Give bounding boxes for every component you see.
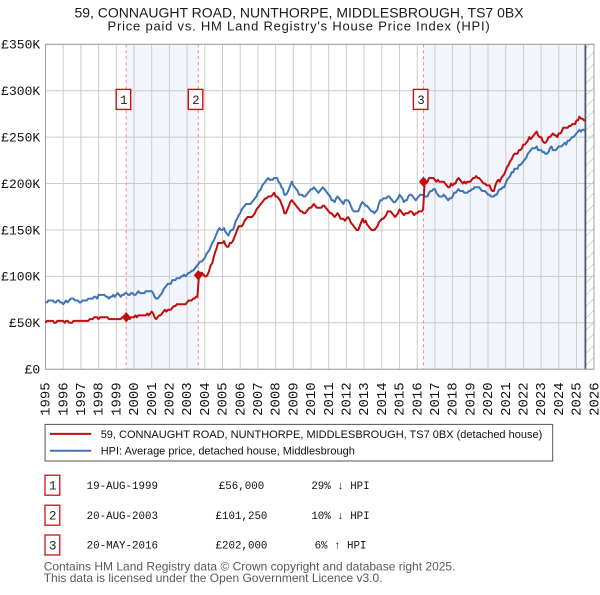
svg-text:1: 1 bbox=[49, 480, 57, 494]
svg-text:2026: 2026 bbox=[587, 382, 600, 416]
svg-text:£56,000: £56,000 bbox=[219, 481, 264, 493]
svg-text:£300K: £300K bbox=[1, 84, 40, 99]
svg-text:2: 2 bbox=[49, 510, 57, 524]
svg-text:6% ↑ HPI: 6% ↑ HPI bbox=[315, 541, 367, 553]
svg-text:2000: 2000 bbox=[127, 382, 143, 416]
svg-text:£150K: £150K bbox=[1, 223, 40, 238]
svg-text:2015: 2015 bbox=[393, 382, 409, 416]
svg-text:2022: 2022 bbox=[517, 382, 533, 416]
svg-text:2018: 2018 bbox=[446, 382, 462, 416]
svg-text:1996: 1996 bbox=[56, 382, 72, 416]
svg-text:£200K: £200K bbox=[1, 177, 40, 192]
svg-text:2020: 2020 bbox=[481, 382, 497, 416]
svg-text:2: 2 bbox=[192, 94, 200, 108]
svg-text:2017: 2017 bbox=[428, 382, 444, 416]
svg-text:1998: 1998 bbox=[92, 382, 108, 416]
svg-text:3: 3 bbox=[49, 540, 57, 554]
svg-text:2013: 2013 bbox=[357, 382, 373, 416]
svg-text:20-AUG-2003: 20-AUG-2003 bbox=[87, 511, 158, 523]
svg-text:20-MAY-2016: 20-MAY-2016 bbox=[87, 541, 158, 553]
svg-text:1999: 1999 bbox=[109, 382, 125, 416]
svg-text:2001: 2001 bbox=[145, 382, 161, 416]
svg-text:£100K: £100K bbox=[1, 270, 40, 285]
svg-text:Price paid vs. HM Land Registr: Price paid vs. HM Land Registry's House … bbox=[108, 19, 491, 34]
svg-text:Contains HM Land Registry data: Contains HM Land Registry data © Crown c… bbox=[44, 560, 456, 574]
svg-text:2007: 2007 bbox=[251, 382, 267, 416]
svg-text:2003: 2003 bbox=[180, 382, 196, 416]
svg-text:£202,000: £202,000 bbox=[216, 541, 268, 553]
svg-text:59, CONNAUGHT ROAD, NUNTHORPE,: 59, CONNAUGHT ROAD, NUNTHORPE, MIDDLESBR… bbox=[74, 5, 524, 21]
svg-text:2008: 2008 bbox=[269, 382, 285, 416]
svg-text:10% ↓ HPI: 10% ↓ HPI bbox=[311, 511, 369, 523]
svg-text:29% ↓ HPI: 29% ↓ HPI bbox=[311, 481, 369, 493]
svg-text:HPI: Average price, detached h: HPI: Average price, detached house, Midd… bbox=[101, 446, 355, 458]
svg-text:2010: 2010 bbox=[304, 382, 320, 416]
svg-text:2009: 2009 bbox=[286, 382, 302, 416]
svg-text:59, CONNAUGHT ROAD, NUNTHORPE,: 59, CONNAUGHT ROAD, NUNTHORPE, MIDDLESBR… bbox=[101, 429, 543, 441]
svg-text:19-AUG-1999: 19-AUG-1999 bbox=[87, 481, 158, 493]
svg-text:2019: 2019 bbox=[463, 382, 479, 416]
svg-text:2012: 2012 bbox=[340, 382, 356, 416]
svg-text:2024: 2024 bbox=[552, 382, 568, 416]
svg-text:2011: 2011 bbox=[322, 382, 338, 416]
svg-text:£101,250: £101,250 bbox=[216, 511, 268, 523]
svg-text:2021: 2021 bbox=[499, 382, 515, 416]
svg-text:2006: 2006 bbox=[233, 382, 249, 416]
svg-text:2002: 2002 bbox=[163, 382, 179, 416]
svg-text:2005: 2005 bbox=[216, 382, 232, 416]
svg-text:2014: 2014 bbox=[375, 382, 391, 416]
svg-text:2016: 2016 bbox=[410, 382, 426, 416]
svg-text:2004: 2004 bbox=[198, 382, 214, 416]
svg-text:1995: 1995 bbox=[39, 382, 55, 416]
svg-text:£350K: £350K bbox=[1, 38, 40, 53]
svg-text:2025: 2025 bbox=[570, 382, 586, 416]
svg-text:1997: 1997 bbox=[74, 382, 90, 416]
svg-text:£250K: £250K bbox=[1, 130, 40, 145]
svg-text:£50K: £50K bbox=[9, 316, 40, 331]
svg-text:2023: 2023 bbox=[534, 382, 550, 416]
svg-text:3: 3 bbox=[417, 94, 425, 108]
svg-text:This data is licensed under th: This data is licensed under the Open Gov… bbox=[44, 571, 383, 585]
svg-text:1: 1 bbox=[120, 94, 128, 108]
svg-text:£0: £0 bbox=[25, 363, 41, 378]
